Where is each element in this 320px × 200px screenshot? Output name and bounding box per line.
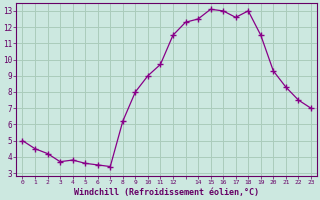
X-axis label: Windchill (Refroidissement éolien,°C): Windchill (Refroidissement éolien,°C)	[74, 188, 259, 197]
